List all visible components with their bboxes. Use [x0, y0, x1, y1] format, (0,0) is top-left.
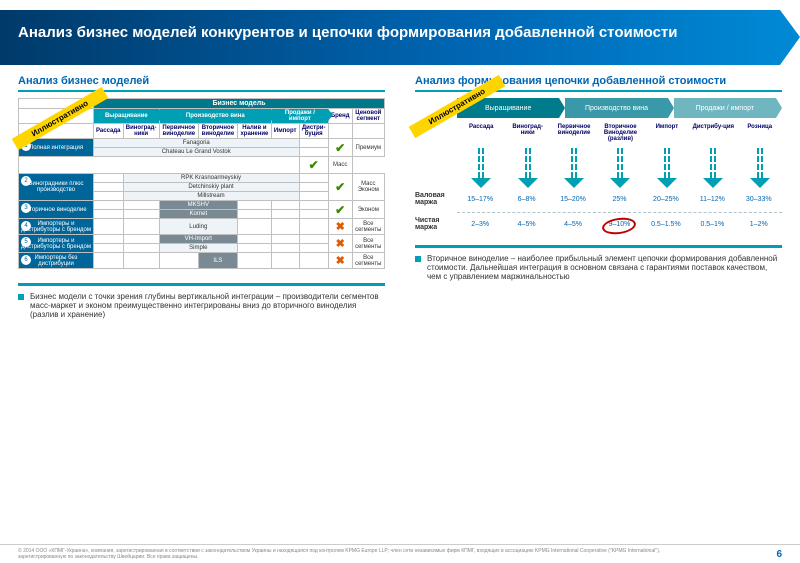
company-cell: RPK Krasnoarmeyskiy — [123, 174, 299, 183]
gross-row: Валовая маржа 15–17%6–8%15–20%25%20–25%1… — [415, 192, 782, 206]
bm-row-cat: 3Вторичное виноделие — [19, 201, 94, 219]
company-cell: VH-Import — [159, 235, 237, 244]
chain-col: Рассада — [459, 124, 503, 190]
company-cell: Fanagoria — [94, 139, 300, 148]
chain-col: Виноград-ники — [505, 124, 549, 190]
bm-row-cat: 4Импортеры и дистрибуторы с брендом — [19, 219, 94, 235]
net-row: Чистая маржа 2–3%4–5%4–5%9–10%0.5–1.5%0.… — [415, 217, 782, 231]
gross-val: 15–17% — [457, 196, 503, 203]
net-val: 4–5% — [503, 221, 549, 228]
gross-val: 15–20% — [550, 196, 596, 203]
chain-head: Выращивание Производство вина Продажи / … — [457, 98, 782, 118]
arrow-down-icon — [521, 148, 535, 188]
bm-col: Дистри-буция — [299, 124, 328, 139]
title-bar: Анализ бизнес моделей конкурентов и цепо… — [0, 10, 800, 65]
bm-row-cat: 2Виноградники плюс производство — [19, 174, 94, 201]
arrow-down-icon — [706, 148, 720, 188]
bm-col: Первичное виноделие — [159, 124, 198, 139]
bullet-right: Вторичное виноделие – наиболее прибыльны… — [427, 254, 782, 281]
bm-group: Производство вина — [159, 109, 271, 124]
bullet-sq — [415, 256, 421, 262]
company-cell: Simple — [159, 244, 237, 253]
right-subtitle: Анализ формирования цепочки добавленной … — [415, 75, 782, 92]
bm-col: Рассада — [94, 124, 124, 139]
chain-col: Первичное виноделие — [552, 124, 596, 190]
net-val: 1–2% — [736, 221, 782, 228]
chain-stage: Продажи / импорт — [674, 98, 776, 118]
bm-table: Бизнес модель Выращивание Производство в… — [18, 98, 385, 269]
chain-col: Импорт — [645, 124, 689, 190]
footer: © 2014 ООО «КПМГ-Украина», компания, зар… — [0, 544, 800, 563]
bm-group: Выращивание — [94, 109, 160, 124]
arrow-down-icon — [753, 148, 767, 188]
page-title: Анализ бизнес моделей конкурентов и цепо… — [18, 24, 677, 41]
left-subtitle: Анализ бизнес моделей — [18, 75, 385, 92]
company-cell: ILS — [198, 253, 237, 269]
bm-row-cat: 5Импортеры и дистрибуторы с брендом — [19, 235, 94, 253]
company-cell: Luding — [159, 219, 237, 235]
content: Анализ бизнес моделей Иллюстративно Бизн… — [0, 65, 800, 319]
gross-val: 11–12% — [689, 196, 735, 203]
net-val: 2–3% — [457, 221, 503, 228]
net-val: 0.5–1.5% — [643, 221, 689, 228]
company-cell: Kornet — [159, 210, 237, 219]
chain-col: Дистрибу-ция — [691, 124, 735, 190]
arrow-down-icon — [567, 148, 581, 188]
chain-stage: Производство вина — [565, 98, 667, 118]
chain-col: Вторичное Виноделие (разлив) — [598, 124, 642, 190]
arrow-down-icon — [660, 148, 674, 188]
net-val: 0.5–1% — [689, 221, 735, 228]
bm-col: Ценовой сегмент — [352, 109, 384, 124]
copyright: © 2014 ООО «КПМГ-Украина», компания, зар… — [18, 548, 668, 560]
gross-val: 30–33% — [736, 196, 782, 203]
highlight-circle — [602, 215, 638, 236]
bm-col: Импорт — [271, 124, 299, 139]
bm-col: Виноград-ники — [123, 124, 159, 139]
bullet-left: Бизнес модели с точки зрения глубины вер… — [30, 292, 385, 319]
company-cell: Chateau Le Grand Vostok — [94, 148, 300, 157]
right-wrap: Иллюстративно Выращивание Производство в… — [415, 98, 782, 231]
company-cell: Millstream — [123, 192, 299, 201]
arrow-down-icon — [474, 148, 488, 188]
arrow-down-icon — [613, 148, 627, 188]
net-val: 9–10% — [596, 221, 642, 228]
bullet-right-box: Вторичное виноделие – наиболее прибыльны… — [415, 245, 782, 281]
net-label: Чистая маржа — [415, 217, 457, 231]
left-wrap: Иллюстративно Бизнес модель Выращивание … — [18, 98, 385, 269]
left-panel: Анализ бизнес моделей Иллюстративно Бизн… — [18, 75, 385, 319]
bm-row-cat: 6Импортеры без дистрибуции — [19, 253, 94, 269]
gross-val: 6–8% — [503, 196, 549, 203]
chain-cols: РассадаВиноград-никиПервичное виноделиеВ… — [415, 124, 782, 190]
chain-col: Розница — [738, 124, 782, 190]
gross-val: 20–25% — [643, 196, 689, 203]
page-number: 6 — [776, 549, 782, 560]
dash-sep — [457, 212, 782, 213]
right-panel: Анализ формирования цепочки добавленной … — [415, 75, 782, 319]
gross-label: Валовая маржа — [415, 192, 457, 206]
bm-col: Налив и хранение — [237, 124, 271, 139]
bm-col: Вторичное виноделие — [198, 124, 237, 139]
bm-group: Продажи / импорт — [271, 109, 328, 124]
bm-header-top: Бизнес модель — [94, 99, 385, 109]
net-val: 4–5% — [550, 221, 596, 228]
bullet-sq — [18, 294, 24, 300]
gross-val: 25% — [596, 196, 642, 203]
company-cell: Detchinskiy plant — [123, 183, 299, 192]
bullet-left-box: Бизнес модели с точки зрения глубины вер… — [18, 283, 385, 319]
company-cell: MKSHV — [159, 201, 237, 210]
